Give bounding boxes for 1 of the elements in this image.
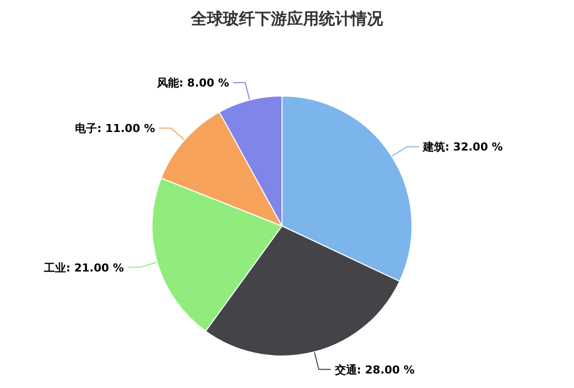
title: 全球玻纤下游应用统计情况: [191, 9, 383, 28]
